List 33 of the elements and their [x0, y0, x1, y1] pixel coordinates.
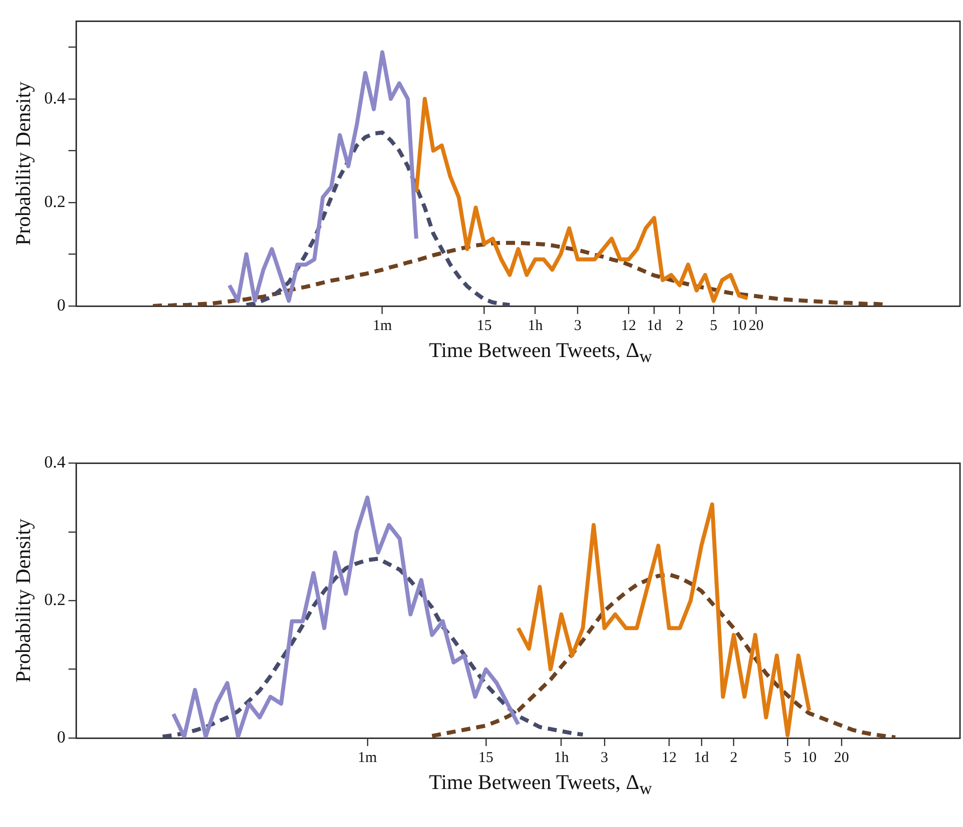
line-series — [430, 572, 898, 738]
y-tick-label: 0 — [56, 728, 66, 747]
y-axis-title: Probability Density — [11, 81, 36, 246]
x-axis-title: Time Between Tweets, Δ$_{w}$ — [428, 338, 653, 368]
x-tick-label: 10 — [802, 750, 817, 766]
y-tick-label: 0.2 — [44, 192, 66, 211]
x-tick-label: 1d — [646, 318, 662, 334]
y-axis-title: Probability Density — [11, 518, 36, 683]
x-tick-label: 20 — [748, 318, 764, 334]
x-tick-label: 12 — [621, 318, 636, 334]
y-tick-label: 0 — [56, 295, 66, 314]
x-tick-label: 3 — [574, 318, 582, 334]
x-tick-label: 1d — [694, 750, 710, 766]
x-tick-label: 15 — [478, 750, 494, 766]
line-series — [160, 556, 585, 738]
line-series — [244, 130, 512, 306]
x-tick-label: 10 — [732, 318, 747, 334]
x-tick-label: 1m — [358, 750, 378, 766]
x-tick-label: 1h — [528, 318, 544, 334]
x-axis-title: Time Between Tweets, Δ$_{w}$ — [428, 770, 653, 800]
x-tick-label: 1h — [554, 750, 570, 766]
y-tick-label: 0.4 — [44, 452, 66, 472]
y-tick-label: 0.4 — [44, 88, 66, 108]
x-tick-label: 3 — [600, 750, 608, 766]
x-tick-label: 12 — [662, 750, 677, 766]
x-tick-label: 5 — [710, 318, 718, 334]
x-tick-label: 20 — [834, 750, 849, 766]
y-tick-label: 0.2 — [44, 590, 66, 610]
x-tick-label: 1m — [372, 318, 392, 334]
x-tick-label: 2 — [676, 318, 684, 334]
x-tick-label: 2 — [730, 750, 738, 766]
x-tick-label: 15 — [476, 318, 492, 334]
x-tick-label: 5 — [784, 750, 792, 766]
